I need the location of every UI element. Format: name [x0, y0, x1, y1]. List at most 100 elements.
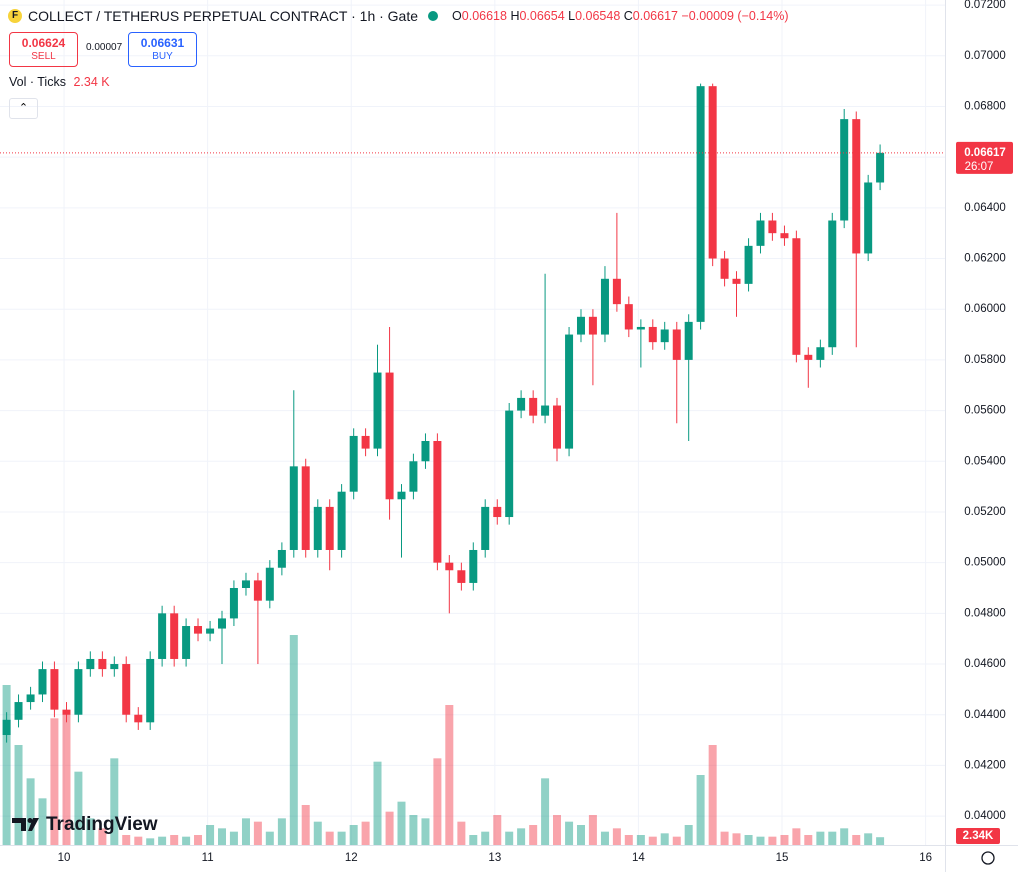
candle-body [756, 220, 765, 246]
y-tick-label: 0.04800 [964, 607, 1006, 619]
volume-bar [206, 825, 215, 845]
candle-body [385, 372, 394, 500]
candle-body [289, 466, 298, 550]
plot [0, 0, 945, 845]
price-tag [956, 141, 1013, 174]
volume-bar [828, 831, 837, 845]
ohlc-value: 0.06617 [632, 9, 678, 23]
candle-body [529, 397, 538, 416]
y-tick-label: 0.05600 [964, 405, 1006, 417]
volume-bar [852, 835, 861, 845]
candle-body [588, 316, 597, 335]
candle-body [14, 702, 23, 720]
volume-bar [648, 836, 657, 845]
volume-bar [170, 835, 179, 845]
candle-body [541, 405, 550, 416]
volume-bar [708, 745, 717, 845]
volume-bar [361, 821, 370, 845]
volume-bar [756, 836, 765, 845]
candle-body [505, 410, 514, 518]
candle-body [840, 119, 849, 221]
y-tick-label: 0.05400 [964, 455, 1006, 467]
volume-bar [38, 798, 47, 845]
volume-bar [289, 635, 298, 845]
candle-body [481, 506, 490, 550]
candle-body [469, 549, 478, 583]
x-tick-label: 14 [632, 852, 645, 864]
volume-bar [86, 818, 95, 845]
candle-body [62, 709, 71, 715]
volume-bar [481, 831, 490, 845]
volume-bar [529, 825, 538, 845]
ohlc: O0.06618 H0.06654 L0.06548 C0.06617 −0.0… [452, 9, 788, 23]
volume-bar [696, 775, 705, 845]
candle-body [732, 278, 741, 284]
candle-body [301, 466, 310, 550]
candle-body [720, 258, 729, 279]
candle-body [684, 321, 693, 360]
ohlc-change: −0.00009 (−0.14%) [681, 9, 789, 23]
candle-body [265, 567, 274, 601]
candle-body [517, 397, 526, 411]
candle-body [38, 669, 47, 695]
x-tick-label: 10 [58, 852, 71, 864]
x-tick-label: 12 [345, 852, 358, 864]
candle-body [852, 119, 861, 254]
y-tick-label: 0.05800 [964, 354, 1006, 366]
candle-body [828, 220, 837, 348]
volume-bar [265, 831, 274, 845]
candle-body [325, 506, 334, 550]
volume-badge [956, 828, 1000, 844]
buy-button[interactable]: 0.06631 BUY [128, 32, 197, 67]
candle-body [206, 628, 215, 634]
volume-bar [325, 831, 334, 845]
volume-bar [636, 835, 645, 845]
candle-body [373, 372, 382, 449]
sell-button[interactable]: 0.06624 SELL [9, 32, 78, 67]
candle-body [576, 316, 585, 335]
candle-body [409, 461, 418, 492]
volume-bar [122, 835, 131, 845]
ohlc-value: 0.06654 [519, 9, 565, 23]
y-tick-label: 0.04400 [964, 709, 1006, 721]
volume-legend: Vol · Ticks 2.34 K [9, 75, 110, 89]
spread: 0.00007 [86, 42, 123, 53]
collapse-button[interactable]: ⌃ [9, 98, 38, 119]
y-tick-label: 0.06200 [964, 253, 1006, 265]
y-tick-label: 0.06400 [964, 202, 1006, 214]
volume-bar [241, 818, 250, 845]
y-tick-label: 0.04200 [964, 759, 1006, 771]
symbol-icon: F [8, 9, 22, 23]
volume-bar [277, 818, 286, 845]
volume-bar [565, 821, 574, 845]
logo-icon [27, 818, 33, 823]
buy-price: 0.06631 [140, 36, 185, 50]
candle-body [696, 86, 705, 322]
sell-price: 0.06624 [21, 36, 66, 50]
volume-bar [445, 705, 454, 845]
volume-bar [397, 801, 406, 845]
volume-bar [409, 815, 418, 845]
volume-bar [720, 831, 729, 845]
volume-bar [732, 833, 741, 845]
volume-bar [541, 778, 550, 845]
market-status [428, 11, 439, 21]
candle-body [122, 664, 131, 715]
candle-body [26, 694, 35, 703]
volume-bar [385, 811, 394, 845]
candle-body [600, 278, 609, 335]
candle-body [134, 714, 143, 723]
volume-bar [792, 828, 801, 845]
volume-bar [50, 718, 59, 845]
candle-body [421, 441, 430, 462]
candle-body [253, 580, 262, 601]
x-tick-label: 16 [919, 852, 932, 864]
volume-bar [804, 835, 813, 845]
volume-bar [816, 831, 825, 845]
volume-bar [744, 835, 753, 845]
volume-bar [313, 821, 322, 845]
candle-body [624, 304, 633, 330]
x-tick-label: 15 [776, 852, 789, 864]
settings-icon[interactable] [981, 851, 995, 865]
